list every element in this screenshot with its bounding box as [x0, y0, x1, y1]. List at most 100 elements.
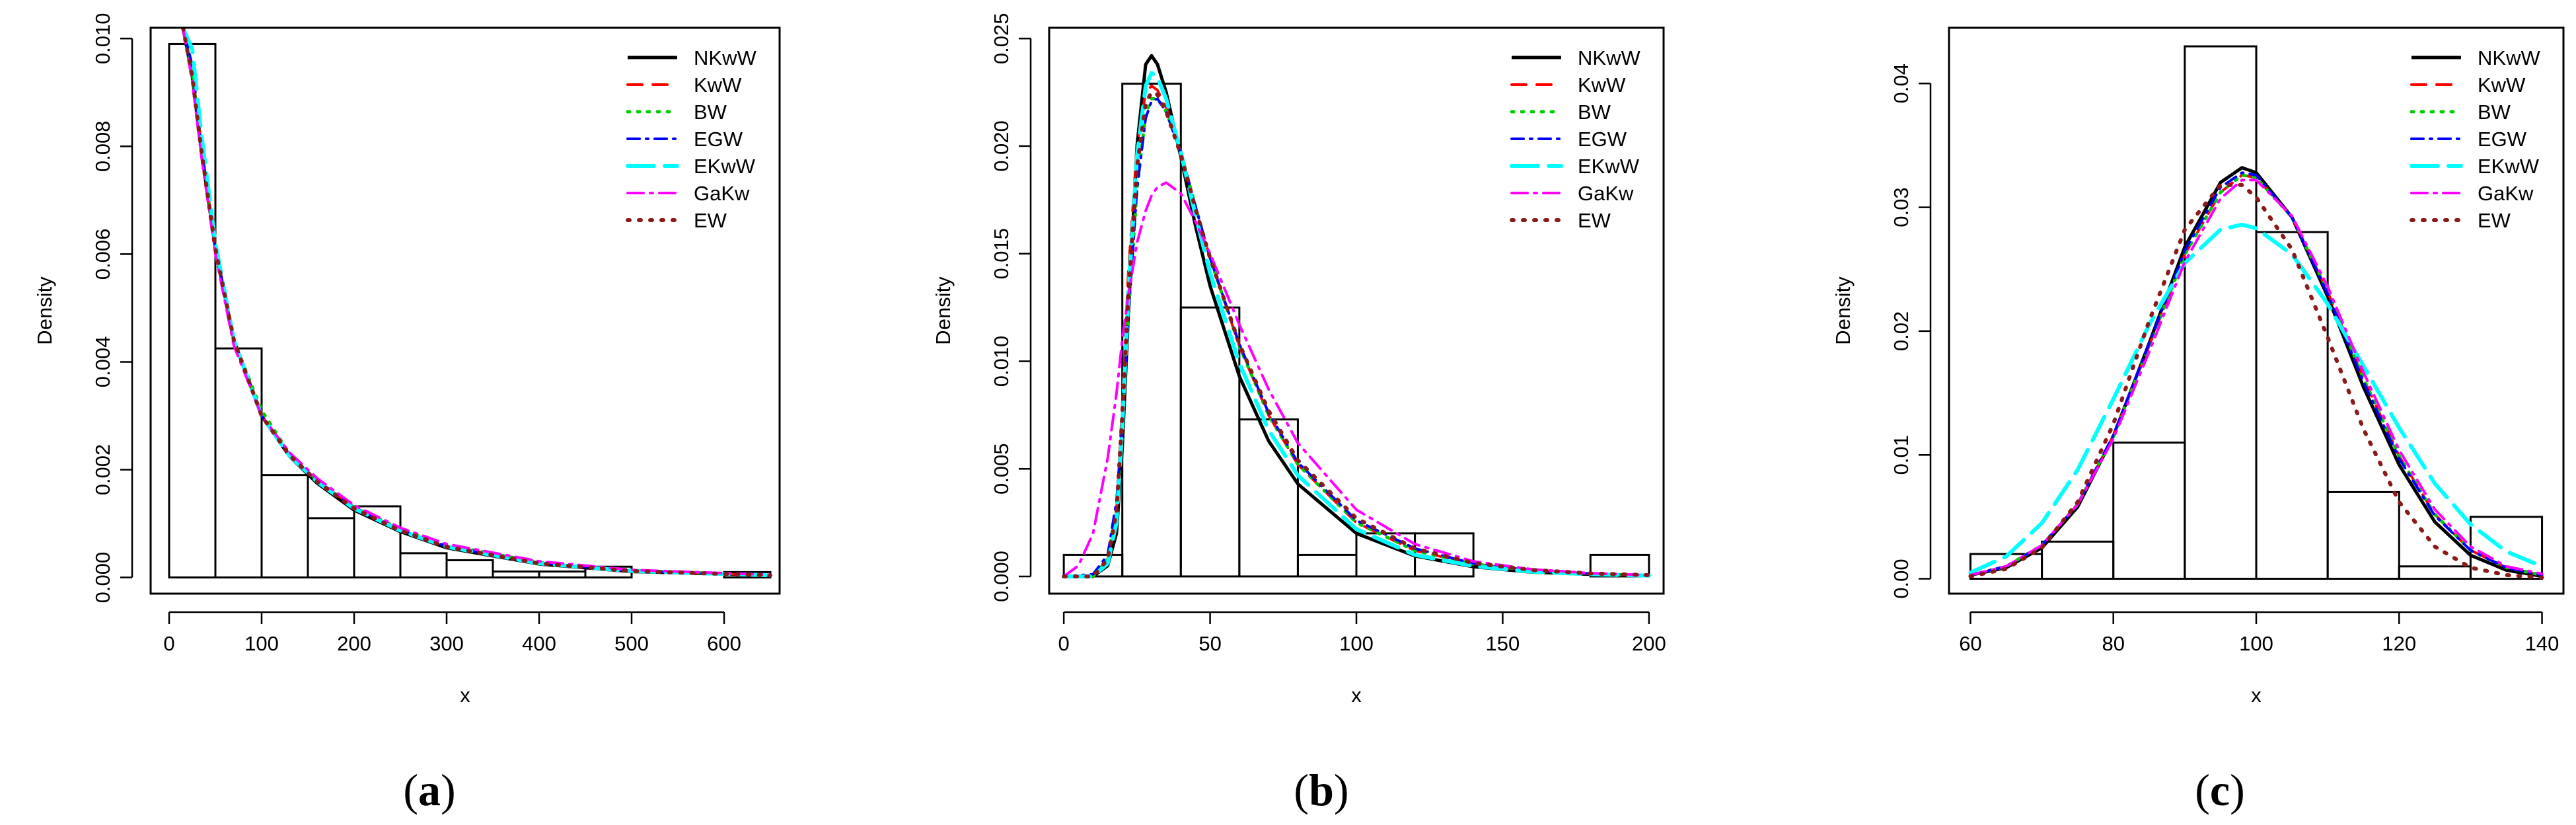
y-axis-label-c: Density	[1831, 276, 1855, 345]
y-tick-label-a-5: 0.010	[91, 13, 114, 65]
x-axis-label-c: x	[2251, 684, 2262, 707]
x-tick-label-b-1: 50	[1198, 632, 1221, 655]
y-tick-label-a-4: 0.008	[91, 121, 114, 173]
x-tick-label-a-0: 0	[163, 632, 174, 655]
legend-label-c-gakw: GaKw	[2478, 182, 2534, 205]
y-tick-label-b-3: 0.015	[990, 228, 1013, 280]
x-tick-label-c-0: 60	[1959, 632, 1981, 655]
hist-bar-a-4	[353, 505, 402, 579]
hist-bar-c-6	[2398, 565, 2472, 580]
density-curve-b-gakw	[1062, 181, 1650, 578]
y-axis-label-a: Density	[33, 276, 56, 345]
y-tick-label-a-3: 0.006	[91, 229, 114, 280]
legend-label-c-bw: BW	[2478, 100, 2511, 124]
legend-label-a-nkww: NKwW	[694, 46, 756, 69]
density-curve-b-ekww	[1062, 71, 1651, 578]
panel-label-b: (b)	[1294, 765, 1348, 815]
legend-label-b-ew: EW	[1578, 209, 1611, 232]
x-tick-label-a-1: 100	[244, 632, 279, 655]
x-tick-label-b-2: 100	[1339, 632, 1374, 655]
legend-label-b-nkww: NKwW	[1578, 46, 1640, 69]
x-tick-label-c-2: 100	[2239, 632, 2273, 655]
density-curve-a-egw	[182, 28, 772, 577]
legend-label-a-kww: KwW	[694, 73, 742, 97]
density-curve-a-gakw	[182, 28, 772, 576]
y-tick-label-c-4: 0.04	[1890, 63, 1913, 103]
y-axis-b: 0.000 0.005 0.010 0.015 0.020 0.025	[990, 13, 1032, 602]
x-tick-label-c-1: 80	[2102, 632, 2124, 655]
density-curve-c-egw	[1969, 171, 2544, 576]
density-curve-c-ew	[1968, 182, 2544, 580]
x-tick-label-a-4: 400	[522, 632, 556, 655]
hist-bar-c-1	[2041, 540, 2115, 580]
hist-bar-a-3	[307, 517, 355, 579]
hist-bar-a-5	[399, 552, 448, 579]
panel-label-c: (c)	[2195, 765, 2245, 815]
x-tick-label-c-3: 120	[2382, 632, 2416, 655]
y-tick-label-b-5: 0.025	[990, 13, 1013, 64]
histogram-c	[1969, 45, 2544, 580]
density-curve-c-ekww	[1968, 222, 2544, 575]
y-axis-c: 0.00 0.01 0.02 0.03 0.04	[1890, 63, 1932, 599]
y-tick-label-a-2: 0.004	[91, 336, 114, 388]
legend-label-c-egw: EGW	[2478, 128, 2527, 151]
density-curves-c	[1968, 166, 2544, 580]
density-curve-a-bw	[181, 28, 772, 577]
plot-frame-b	[1048, 26, 1665, 595]
legend-label-b-kww: KwW	[1578, 73, 1626, 97]
hist-bar-a-8	[538, 570, 587, 579]
hist-bar-c-4	[2255, 231, 2329, 580]
panel-letter-a: a	[418, 765, 441, 815]
legend-label-c-ekww: EKwW	[2478, 155, 2540, 178]
x-axis-label-a: x	[460, 684, 470, 707]
y-tick-label-b-1: 0.005	[990, 443, 1013, 494]
legend-label-a-gakw: GaKw	[694, 182, 750, 205]
y-tick-label-a-1: 0.002	[91, 444, 114, 496]
density-curve-a-ekww	[181, 28, 772, 578]
legend-label-a-ew: EW	[694, 209, 727, 232]
panel-b: 0 50 100 150 200 0.0000.0050.0100.0150.0200.…	[932, 13, 1666, 815]
legend-label-a-bw: BW	[694, 100, 727, 124]
hist-bar-a-0	[168, 42, 217, 579]
legend-label-a-ekww: EKwW	[694, 155, 756, 178]
x-tick-label-b-4: 200	[1632, 632, 1666, 655]
density-curve-b-bw	[1062, 97, 1651, 578]
legend-label-b-gakw: GaKw	[1578, 182, 1634, 205]
legend-label-c-kww: KwW	[2478, 73, 2526, 97]
density-curve-c-gakw	[1969, 178, 2544, 576]
hist-bar-c-5	[2326, 491, 2400, 580]
hist-bar-b-4	[1296, 553, 1358, 578]
legend-label-b-bw: BW	[1578, 100, 1611, 124]
density-curves-b	[1062, 54, 1651, 578]
legend-label-a-egw: EGW	[694, 128, 743, 151]
legend-label-b-egw: EGW	[1578, 128, 1627, 151]
density-curve-b-kww	[1062, 84, 1650, 578]
histogram-b	[1062, 83, 1650, 578]
x-tick-label-a-5: 500	[614, 632, 649, 655]
legend-b: NKwW KwW BW EGW EKwW GaKw EW	[1510, 46, 1640, 232]
legend-a: NKwW KwW BW EGW EKwW GaKw EW	[626, 46, 756, 232]
hist-bar-a-1	[214, 347, 263, 579]
y-tick-label-b-2: 0.010	[990, 336, 1013, 387]
hist-bar-c-2	[2112, 441, 2186, 580]
x-tick-label-b-3: 150	[1486, 632, 1520, 655]
x-axis-b: 0 50 100 150 200	[1058, 611, 1666, 655]
y-tick-label-c-0: 0.00	[1890, 559, 1913, 598]
x-tick-label-c-4: 140	[2525, 632, 2559, 655]
density-curve-a-kww	[182, 28, 772, 577]
y-axis-label-b: Density	[932, 276, 955, 345]
density-curve-c-nkww	[1969, 166, 2543, 578]
x-axis-c: 60 80 100 120 140	[1959, 611, 2559, 655]
x-tick-label-a-2: 200	[337, 632, 371, 655]
density-curve-b-egw	[1062, 97, 1650, 578]
hist-bar-a-2	[260, 474, 309, 579]
y-axis-a: 0.000 0.002 0.004 0.006 0.008 0.010	[91, 13, 133, 603]
hist-bar-b-1	[1121, 83, 1182, 578]
density-curve-a-ew	[181, 28, 772, 578]
hist-bar-a-7	[492, 570, 540, 579]
y-tick-label-c-1: 0.01	[1890, 435, 1913, 475]
y-tick-label-c-3: 0.03	[1890, 187, 1913, 227]
panel-letter-b: b	[1309, 765, 1334, 815]
density-curves-a	[181, 28, 772, 578]
